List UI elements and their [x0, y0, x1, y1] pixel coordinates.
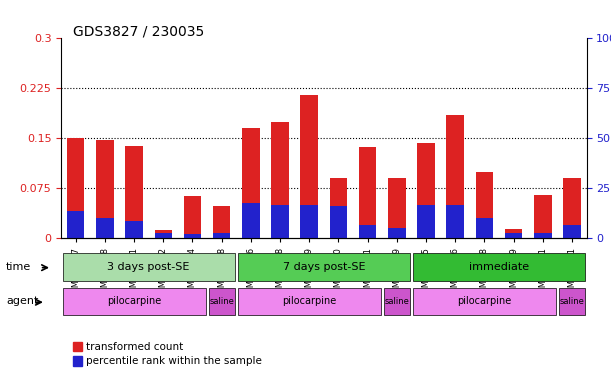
Bar	[271, 205, 289, 238]
Text: 7 days post-SE: 7 days post-SE	[282, 262, 365, 272]
Bar	[67, 138, 84, 238]
Bar	[184, 196, 201, 238]
FancyBboxPatch shape	[62, 288, 205, 315]
Bar	[213, 233, 230, 238]
Text: transformed count: transformed count	[86, 342, 183, 352]
FancyBboxPatch shape	[208, 288, 235, 315]
Bar	[301, 205, 318, 238]
Text: pilocarpine: pilocarpine	[282, 296, 337, 306]
Text: pilocarpine: pilocarpine	[457, 296, 511, 306]
Bar	[359, 147, 376, 238]
Text: GDS3827 / 230035: GDS3827 / 230035	[73, 25, 205, 39]
Bar	[242, 128, 260, 238]
FancyBboxPatch shape	[559, 288, 585, 315]
Text: saline: saline	[560, 297, 584, 306]
Bar	[447, 205, 464, 238]
Text: time: time	[6, 262, 31, 272]
Bar	[475, 172, 493, 238]
Bar	[67, 212, 84, 238]
Bar	[125, 146, 143, 238]
Bar	[96, 139, 114, 238]
Bar	[155, 230, 172, 238]
Bar	[330, 178, 347, 238]
Bar	[184, 234, 201, 238]
FancyBboxPatch shape	[384, 288, 410, 315]
Bar	[388, 228, 406, 238]
FancyBboxPatch shape	[62, 253, 235, 281]
Bar	[563, 225, 580, 238]
Bar	[330, 206, 347, 238]
FancyBboxPatch shape	[238, 288, 381, 315]
Bar	[475, 218, 493, 238]
Text: agent: agent	[6, 296, 38, 306]
Text: saline: saline	[384, 297, 409, 306]
Bar	[447, 115, 464, 238]
Bar	[417, 205, 435, 238]
Bar	[534, 195, 552, 238]
Bar	[271, 122, 289, 238]
Bar	[505, 229, 522, 238]
Bar	[534, 233, 552, 238]
Bar	[417, 143, 435, 238]
Text: 3 days post-SE: 3 days post-SE	[108, 262, 190, 272]
Bar	[213, 206, 230, 238]
FancyBboxPatch shape	[413, 253, 585, 281]
Text: saline: saline	[209, 297, 234, 306]
Bar	[125, 222, 143, 238]
Bar	[96, 218, 114, 238]
Bar	[242, 204, 260, 238]
Bar	[563, 178, 580, 238]
Bar	[155, 233, 172, 238]
FancyBboxPatch shape	[238, 253, 410, 281]
Text: percentile rank within the sample: percentile rank within the sample	[86, 356, 262, 366]
Bar	[301, 95, 318, 238]
Bar	[505, 233, 522, 238]
Text: pilocarpine: pilocarpine	[107, 296, 161, 306]
Bar	[359, 225, 376, 238]
Text: immediate: immediate	[469, 262, 529, 272]
FancyBboxPatch shape	[413, 288, 556, 315]
Bar	[388, 178, 406, 238]
